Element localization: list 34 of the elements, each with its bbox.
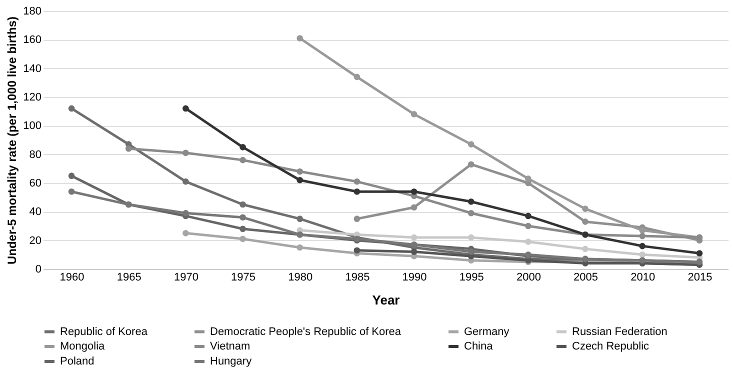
- legend-label: Republic of Korea: [60, 326, 148, 338]
- x-tick-label: 1960: [60, 272, 84, 284]
- x-tick-label: 1995: [459, 272, 484, 284]
- legend-label: Czech Republic: [572, 340, 650, 352]
- x-tick-label: 1970: [174, 272, 198, 284]
- x-tick-label: 2015: [688, 272, 712, 284]
- y-tick-label: 60: [29, 178, 42, 190]
- y-tick-label: 120: [23, 92, 42, 104]
- y-tick-label: 160: [23, 34, 42, 46]
- x-tick-label: 2010: [630, 272, 656, 284]
- x-tick-label: 2000: [516, 272, 541, 284]
- y-tick-label: 0: [35, 264, 42, 276]
- x-axis-title: Year: [372, 292, 400, 308]
- x-tick-label: 1985: [345, 272, 370, 284]
- y-tick-label: 80: [29, 148, 42, 161]
- legend-label: Hungary: [210, 356, 252, 368]
- y-tick-label: 40: [29, 206, 42, 218]
- y-tick-label: 140: [23, 62, 42, 75]
- y-axis-title: Under-5 mortality rate (per 1,000 live births): [5, 16, 20, 265]
- legend-label: Poland: [60, 356, 94, 368]
- legend-label: Germany: [464, 326, 510, 338]
- y-tick-label: 180: [23, 6, 42, 18]
- y-tick-label: 100: [23, 120, 42, 132]
- y-tick-label: 20: [29, 234, 42, 247]
- legend-label: Democratic People's Republic of Korea: [210, 326, 402, 338]
- legend-label: China: [464, 340, 494, 352]
- legend-label: Mongolia: [60, 340, 106, 352]
- x-tick-label: 1965: [116, 272, 142, 284]
- x-tick-label: 1975: [231, 272, 256, 284]
- x-tick-label: 2005: [574, 272, 598, 284]
- legend-label: Russian Federation: [572, 326, 668, 338]
- x-tick-label: 1990: [402, 272, 427, 284]
- x-tick-label: 1980: [288, 272, 313, 284]
- legend-label: Vietnam: [210, 340, 250, 352]
